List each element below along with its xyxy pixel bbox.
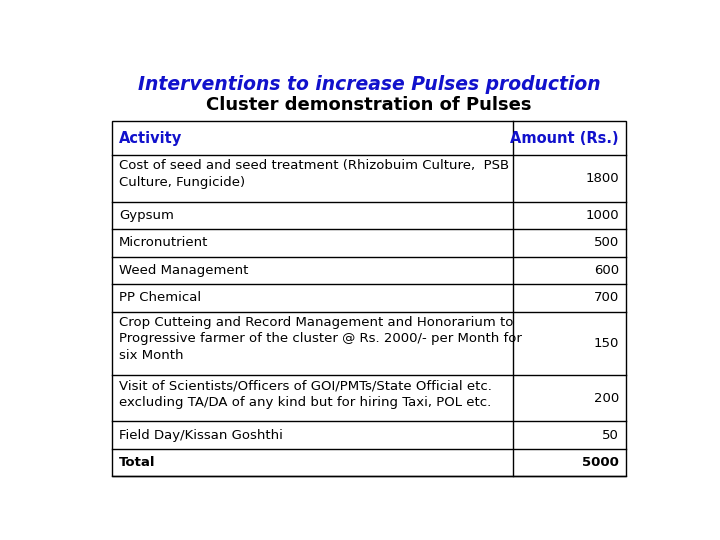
Text: Visit of Scientists/Officers of GOI/PMTs/State Official etc.
excluding TA/DA of : Visit of Scientists/Officers of GOI/PMTs… (119, 379, 492, 409)
Text: 1800: 1800 (585, 172, 619, 185)
Text: 150: 150 (593, 337, 619, 350)
Text: 1000: 1000 (585, 209, 619, 222)
Text: Total: Total (119, 456, 156, 469)
Text: Cluster demonstration of Pulses: Cluster demonstration of Pulses (206, 96, 532, 114)
Bar (112, 121, 626, 476)
Text: Micronutrient: Micronutrient (119, 237, 208, 249)
Text: 5000: 5000 (582, 456, 619, 469)
Text: Cost of seed and seed treatment (Rhizobuim Culture,  PSB
Culture, Fungicide): Cost of seed and seed treatment (Rhizobu… (119, 159, 509, 189)
Text: Field Day/Kissan Goshthi: Field Day/Kissan Goshthi (119, 429, 283, 442)
Text: 500: 500 (594, 237, 619, 249)
Text: Weed Management: Weed Management (119, 264, 248, 277)
Text: Interventions to increase Pulses production: Interventions to increase Pulses product… (138, 75, 600, 94)
Text: 600: 600 (594, 264, 619, 277)
Text: 200: 200 (594, 392, 619, 405)
Text: PP Chemical: PP Chemical (119, 291, 201, 305)
Text: Gypsum: Gypsum (119, 209, 174, 222)
Text: Activity: Activity (119, 131, 182, 146)
Text: 50: 50 (602, 429, 619, 442)
Text: 700: 700 (594, 291, 619, 305)
Text: Crop Cutteing and Record Management and Honorarium to
Progressive farmer of the : Crop Cutteing and Record Management and … (119, 316, 522, 362)
Text: Amount (Rs.): Amount (Rs.) (510, 131, 619, 146)
